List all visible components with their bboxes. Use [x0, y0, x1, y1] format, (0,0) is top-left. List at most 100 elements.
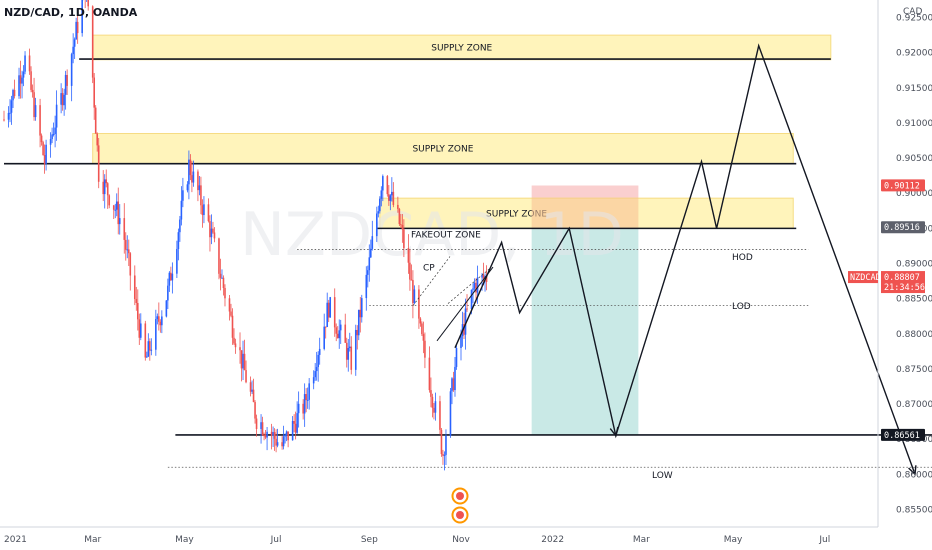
- candle: [201, 199, 204, 228]
- candle: [324, 326, 327, 339]
- candle-body: [260, 422, 262, 429]
- candle: [115, 193, 118, 217]
- candle-body: [297, 403, 300, 414]
- candle: [170, 266, 172, 281]
- candle-body: [452, 378, 455, 391]
- candle-body: [449, 391, 452, 436]
- candle: [410, 264, 413, 281]
- candle-body: [276, 442, 279, 446]
- candle-body: [335, 327, 338, 334]
- candle-body: [473, 282, 476, 289]
- candle-body: [159, 321, 162, 326]
- low-label: LOW: [652, 471, 673, 481]
- candle-body: [430, 390, 432, 397]
- candle: [203, 196, 205, 224]
- price-tag-supply[interactable]: [881, 221, 925, 234]
- levels-layer: HOD LOD LOW FAKEOUT ZONE CP: [4, 58, 932, 481]
- zones-layer: SUPPLY ZONE SUPPLY ZONE SUPPLY ZONE: [92, 34, 832, 435]
- candle-body: [376, 213, 378, 237]
- candle-body: [323, 326, 326, 349]
- current-symbol-text: NZDCAD: [850, 273, 881, 283]
- candle: [66, 69, 68, 95]
- candle: [443, 451, 446, 471]
- candle-body: [481, 275, 483, 278]
- price-tick: 0.90500: [896, 154, 932, 164]
- candle-body: [389, 195, 392, 201]
- candle: [75, 17, 77, 40]
- candle: [392, 182, 395, 208]
- candle: [138, 313, 141, 345]
- candle: [81, 0, 83, 37]
- candle-body: [30, 71, 32, 90]
- time-tick: May: [724, 535, 743, 545]
- candle-body: [368, 257, 371, 271]
- candle-body: [22, 71, 25, 78]
- price-tag-supply-text: 0.89516: [884, 223, 920, 233]
- price-tag-high[interactable]: [881, 179, 925, 192]
- candle-body: [51, 134, 53, 140]
- candle-body: [403, 229, 405, 249]
- supply-zone-1[interactable]: [92, 34, 832, 61]
- candle: [360, 294, 363, 323]
- candle-body: [360, 298, 363, 318]
- candle-body: [198, 185, 201, 191]
- candle-body: [377, 211, 380, 214]
- candle: [403, 219, 405, 258]
- current-symbol-tag[interactable]: [848, 271, 878, 284]
- candle-body: [365, 274, 368, 299]
- candle-body: [114, 209, 117, 211]
- supply-zone-2[interactable]: [92, 133, 794, 165]
- candle: [386, 174, 389, 197]
- supply-zone-label: SUPPLY ZONE: [486, 209, 547, 219]
- supply-zone-label: SUPPLY ZONE: [431, 43, 492, 53]
- wedge-line[interactable]: [436, 266, 494, 342]
- candle-body: [213, 232, 216, 239]
- candle-body: [150, 349, 153, 351]
- candle-body: [350, 346, 353, 370]
- chart-title: NZD/CAD, 1D, OANDA: [4, 6, 138, 19]
- event-icons[interactable]: [451, 487, 469, 524]
- candle: [419, 317, 422, 327]
- candle-body: [254, 402, 256, 419]
- stop-zone-overlap: [531, 198, 639, 229]
- candle-body: [123, 218, 126, 240]
- candle: [314, 363, 316, 381]
- candle: [3, 110, 5, 122]
- candle: [348, 332, 351, 352]
- candle: [146, 351, 148, 358]
- candle: [318, 337, 321, 365]
- candle: [409, 249, 411, 291]
- candle-body: [218, 238, 220, 274]
- time-tick: 2022: [541, 535, 564, 545]
- candle: [61, 88, 64, 111]
- wedge-line[interactable]: [447, 268, 491, 304]
- candle: [182, 177, 184, 208]
- candle-body: [168, 272, 171, 286]
- candle-body: [212, 228, 214, 233]
- current-price-tag[interactable]: [881, 271, 925, 294]
- candle-body: [221, 277, 223, 279]
- candle: [380, 186, 383, 207]
- price-tag-support[interactable]: [881, 428, 925, 441]
- candle: [221, 269, 223, 279]
- candle: [147, 333, 150, 358]
- candle-body: [266, 431, 268, 438]
- candle-body: [64, 74, 67, 95]
- candle: [126, 235, 129, 259]
- candle: [242, 340, 244, 381]
- candle: [171, 262, 174, 294]
- candle: [209, 215, 211, 252]
- candle: [329, 296, 332, 318]
- candle: [379, 196, 381, 214]
- candle-body: [312, 377, 315, 384]
- candle-body: [180, 200, 183, 220]
- candle: [124, 232, 127, 261]
- candle: [356, 325, 359, 350]
- candle-body: [296, 413, 298, 433]
- candle: [18, 67, 20, 99]
- arrow-down-icon: [609, 426, 619, 438]
- candle-body: [112, 205, 115, 210]
- candle: [339, 319, 342, 344]
- candle-body: [242, 353, 244, 369]
